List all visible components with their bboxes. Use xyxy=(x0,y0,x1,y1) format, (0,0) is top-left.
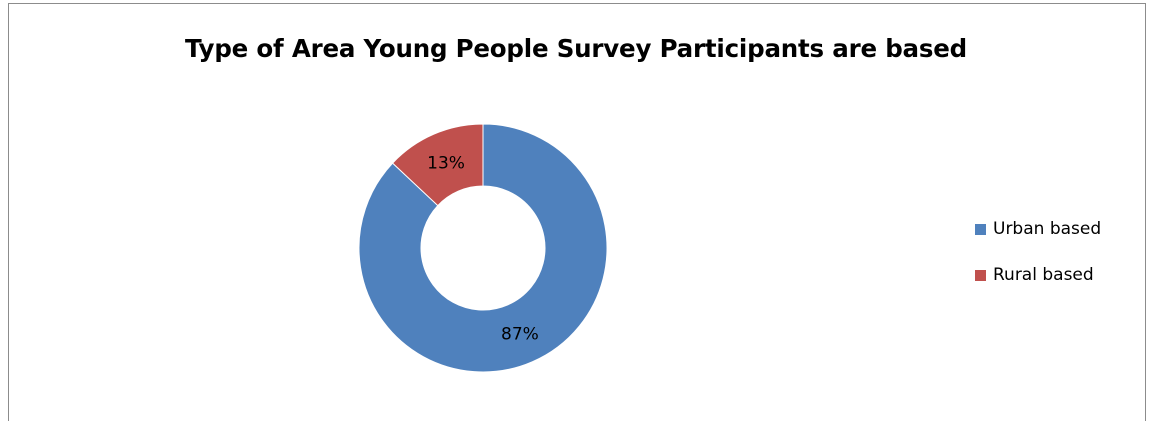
legend-item-urban: Urban based xyxy=(975,217,1101,241)
chart-legend: Urban based Rural based xyxy=(975,217,1101,309)
chart-title: Type of Area Young People Survey Partici… xyxy=(184,34,968,63)
data-label-rural: 13% xyxy=(427,154,465,174)
legend-item-rural: Rural based xyxy=(975,263,1101,287)
legend-label-urban: Urban based xyxy=(993,219,1102,239)
slice-urban xyxy=(358,123,608,373)
data-label-urban: 87% xyxy=(501,324,539,344)
doughnut-slices xyxy=(358,123,608,373)
doughnut-data-labels: 87% 13% xyxy=(427,154,539,345)
legend-label-rural: Rural based xyxy=(993,265,1094,285)
legend-swatch-urban xyxy=(975,223,986,235)
slice-rural xyxy=(391,123,484,207)
legend-swatch-rural xyxy=(975,269,986,281)
